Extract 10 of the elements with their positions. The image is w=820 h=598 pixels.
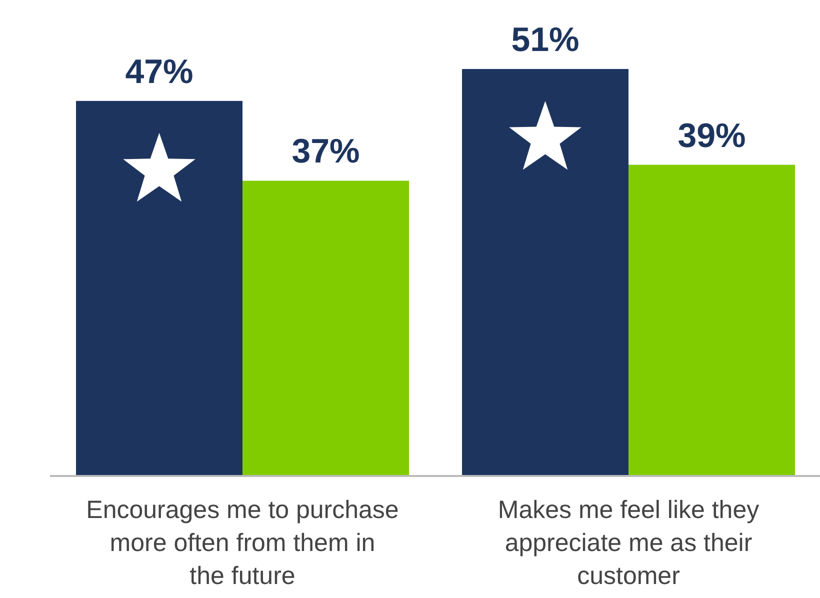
x-tick-label: Makes me feel like they appreciate me as their customer	[498, 496, 760, 590]
data-label: 39%	[678, 116, 746, 155]
bar	[462, 69, 628, 476]
bar	[76, 100, 242, 476]
data-label: 47%	[125, 52, 194, 91]
bar	[628, 164, 795, 476]
data-label: 37%	[292, 132, 360, 171]
data-label: 51%	[511, 21, 580, 59]
x-tick-label: Encourages me to purchase more often from them in the future	[86, 496, 399, 590]
bar	[242, 180, 409, 476]
